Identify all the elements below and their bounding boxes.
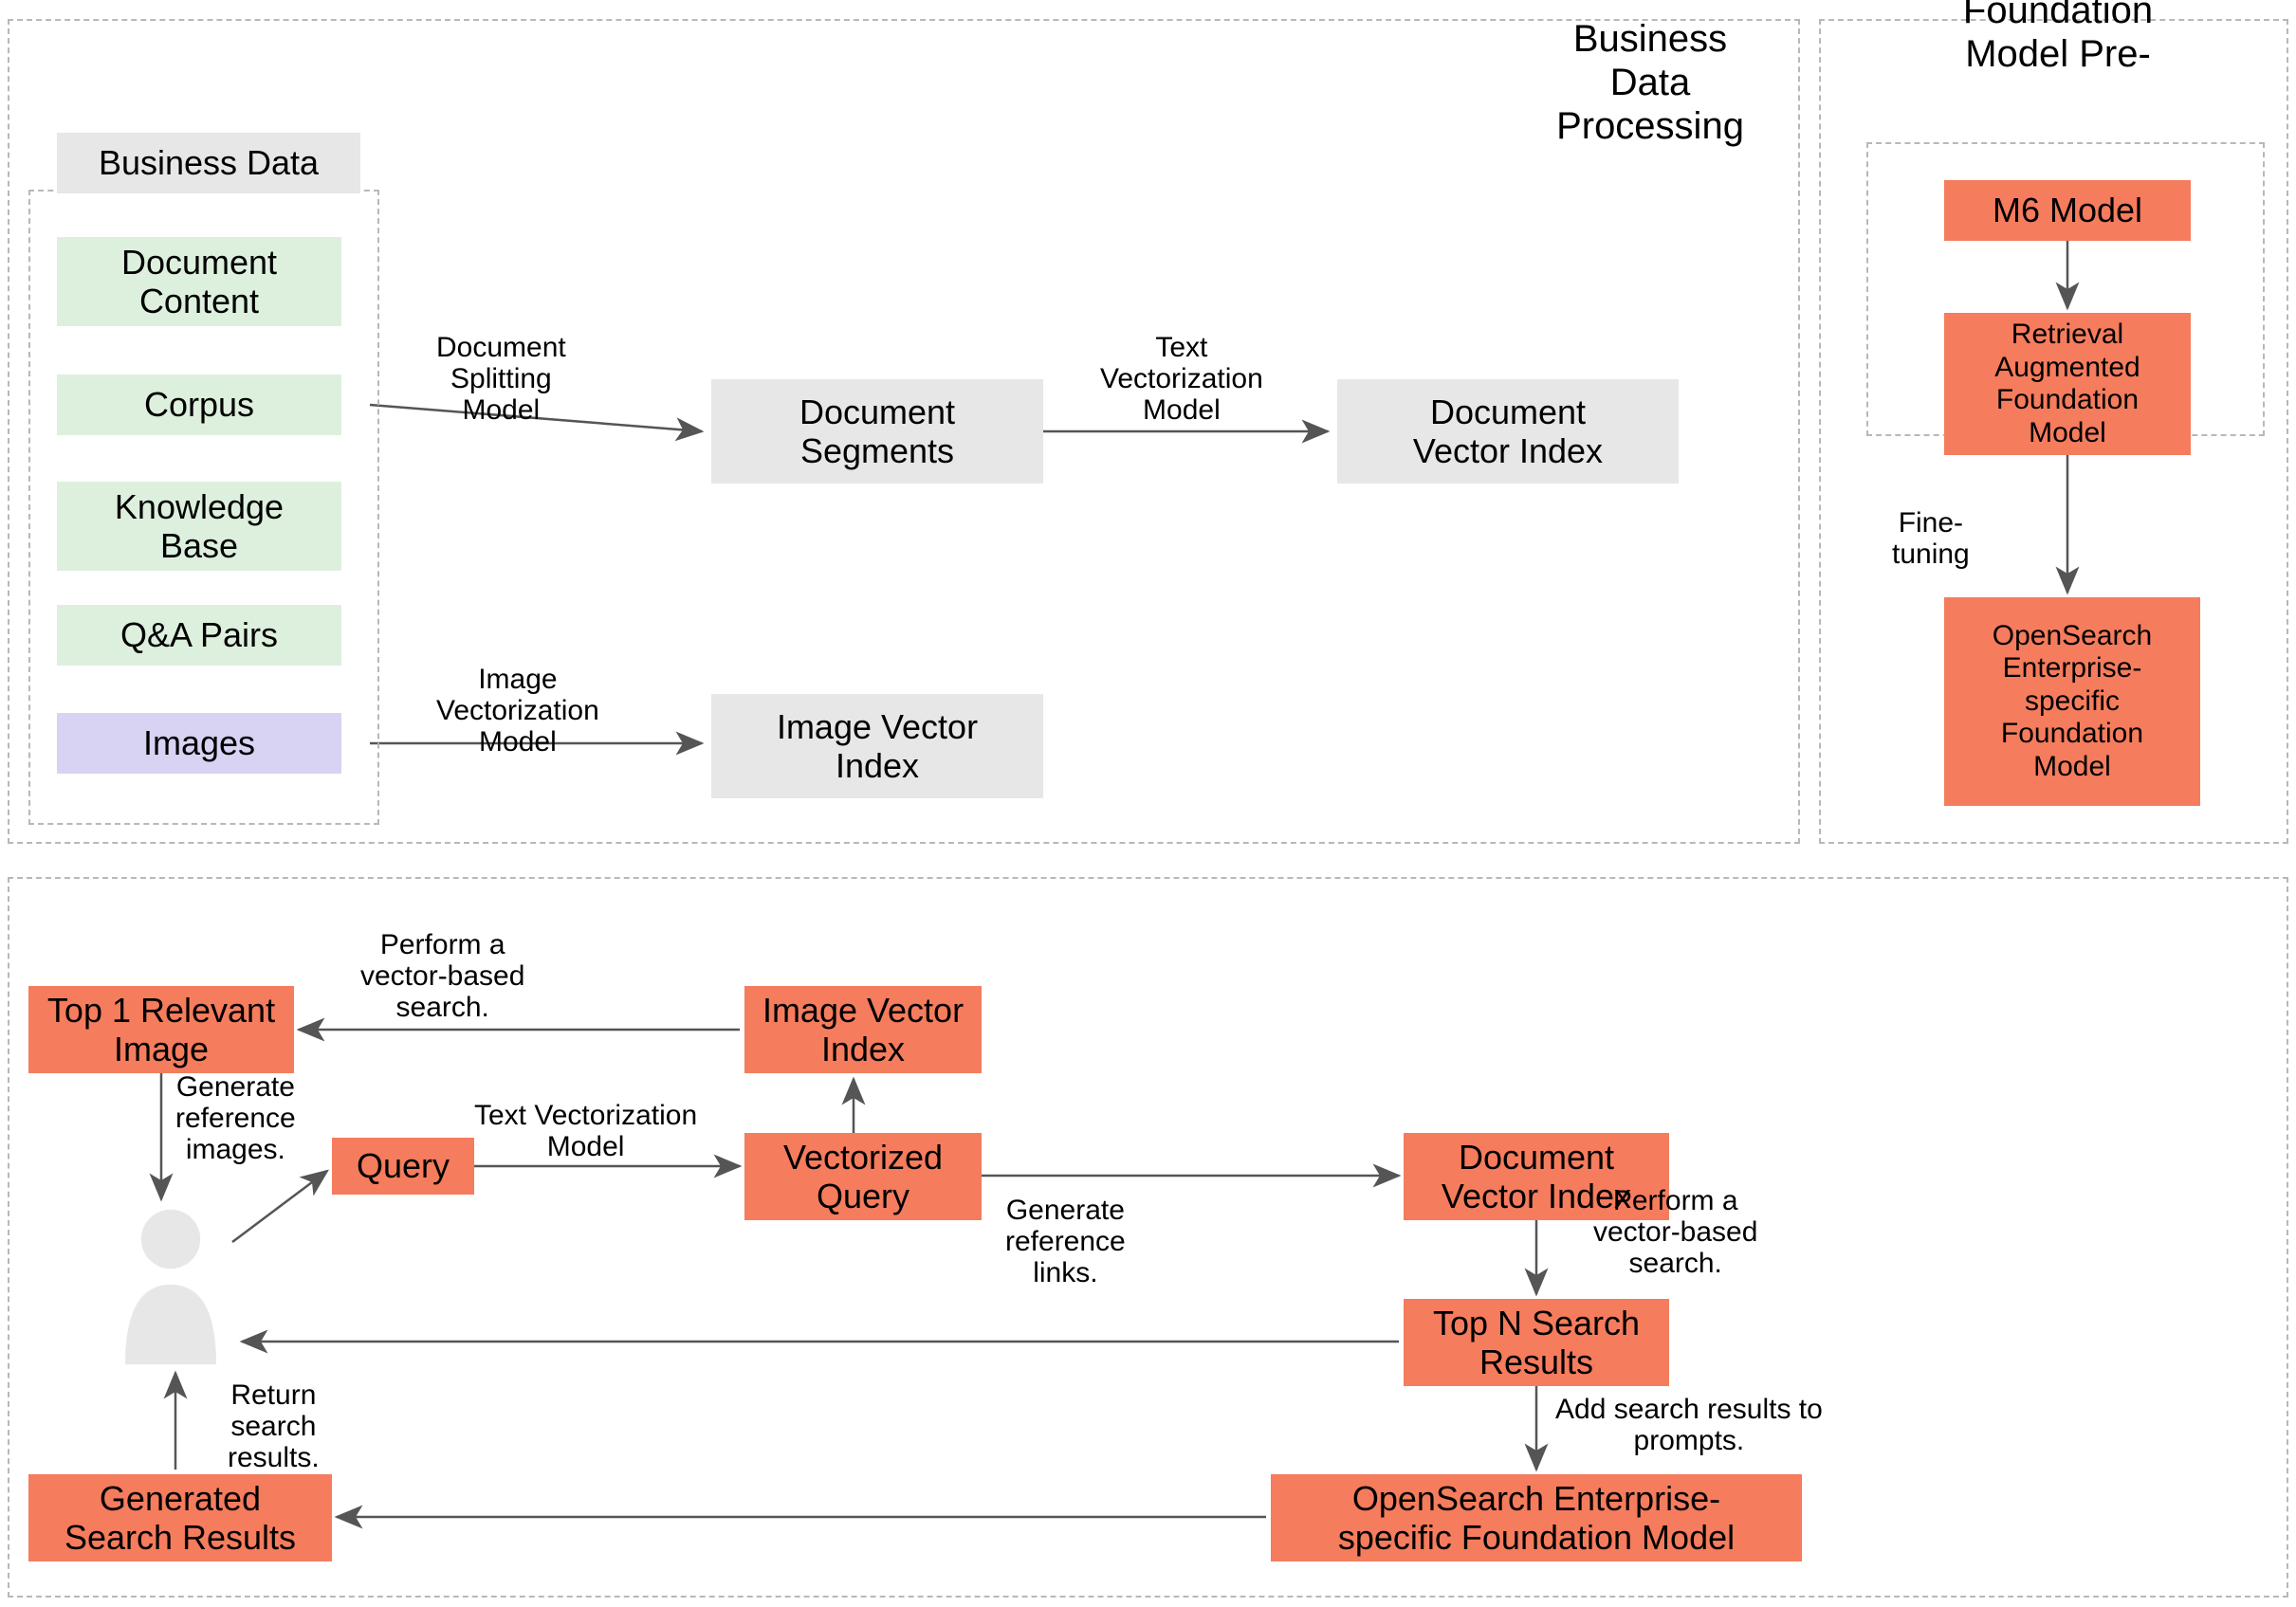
region-bottom (8, 877, 2288, 1598)
node-rafm: Retrieval Augmented Foundation Model (1944, 313, 2191, 455)
node-img-vec: Image Vector Index (711, 694, 1043, 798)
edge-label-query-r: Text Vectorization Model (474, 1100, 697, 1162)
region-title-fm: Foundation Model Pre- (1897, 0, 2219, 76)
node-ivi2: Image Vector Index (744, 986, 982, 1073)
user-icon (114, 1204, 228, 1365)
node-top1img: Top 1 Relevant Image (28, 986, 294, 1073)
edge-label-images-r: Image Vectorization Model (436, 664, 599, 758)
node-doc-vec: Document Vector Index (1337, 379, 1679, 484)
edge-label-top1-d: Generate reference images. (175, 1071, 296, 1165)
edge-label-rafm-d: Fine- tuning (1892, 507, 1970, 570)
node-topn: Top N Search Results (1404, 1299, 1669, 1386)
node-vq: Vectorized Query (744, 1133, 982, 1220)
node-query: Query (332, 1138, 474, 1195)
node-gen: Generated Search Results (28, 1474, 332, 1561)
edge-label-vq-r: Generate reference links. (1005, 1195, 1126, 1288)
edge-label-topn-d: Add search results to prompts. (1555, 1394, 1823, 1456)
node-m6: M6 Model (1944, 180, 2191, 241)
node-qa: Q&A Pairs (57, 605, 341, 666)
edge-label-ivi2-l: Perform a vector-based search. (360, 929, 524, 1023)
node-doc-seg: Document Segments (711, 379, 1043, 484)
node-osfm: OpenSearch Enterprise- specific Foundati… (1944, 597, 2200, 806)
edge-label-dvi2-d: Perform a vector-based search. (1593, 1185, 1757, 1279)
edge-label-gen-u: Return search results. (228, 1379, 320, 1473)
region-title-biz: Business Data Processing (1489, 17, 1811, 148)
node-corpus: Corpus (57, 374, 341, 435)
node-kb: Knowledge Base (57, 482, 341, 571)
edge-label-docseg-r: Text Vectorization Model (1100, 332, 1263, 426)
node-biz-data: Business Data (57, 133, 360, 193)
node-osfm2: OpenSearch Enterprise- specific Foundati… (1271, 1474, 1802, 1561)
node-images: Images (57, 713, 341, 774)
node-doc-content: Document Content (57, 237, 341, 326)
edge-label-corpus-r: Document Splitting Model (436, 332, 566, 426)
